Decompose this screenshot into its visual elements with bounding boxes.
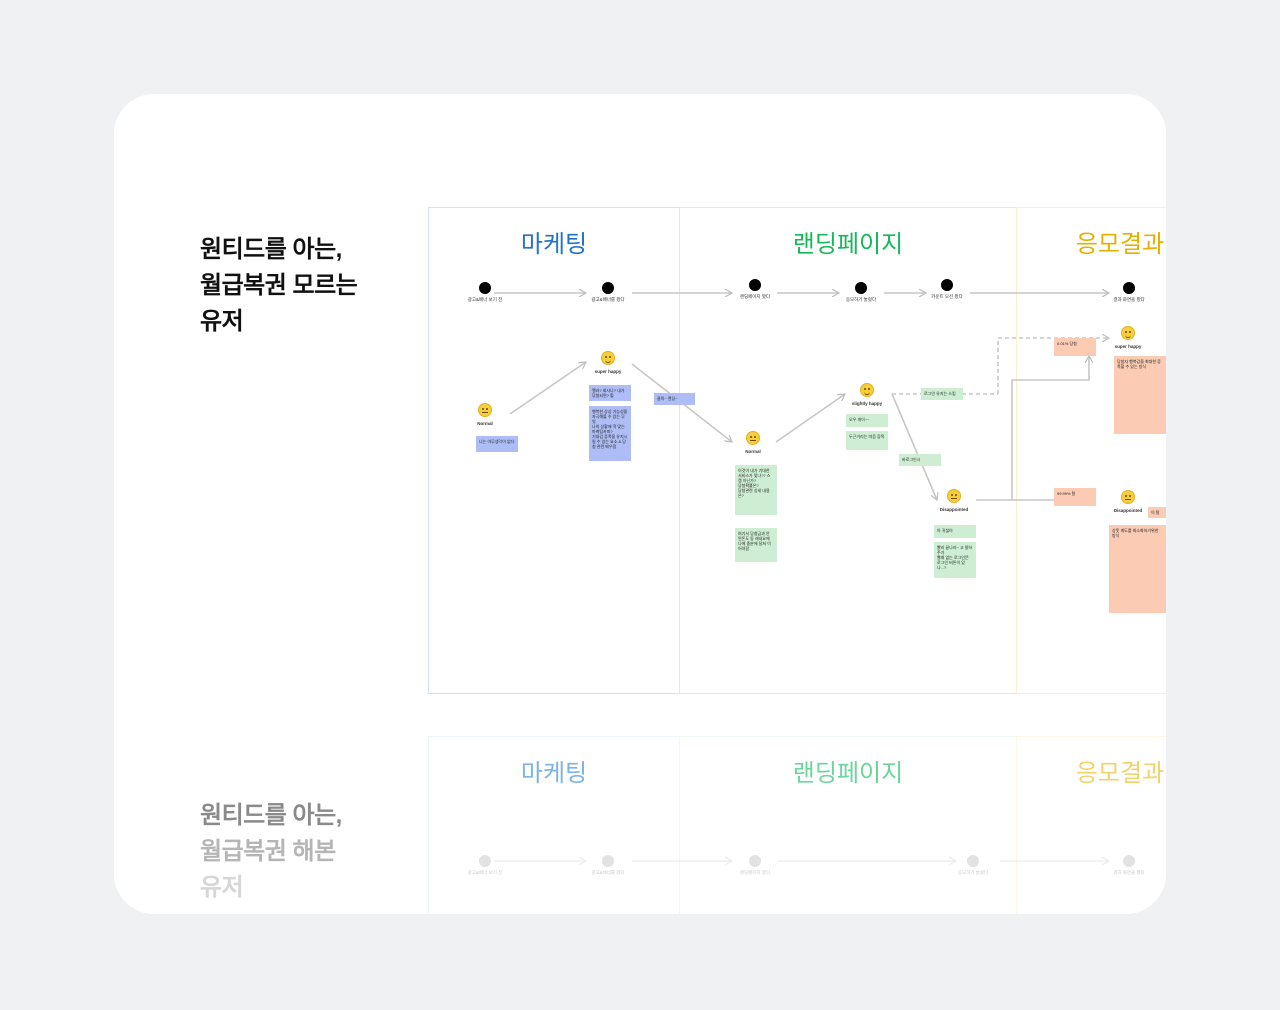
section-1-heading-line-2: 월급복권 모르는: [200, 272, 358, 299]
lane-result-title: 응모결과: [1075, 760, 1165, 787]
sticky-note: 로그인 유지는 스킵: [921, 388, 963, 400]
step-label: 응모하기 눌렀다: [957, 870, 989, 875]
step-label: 광고&배너를 봤다: [591, 297, 625, 302]
step-node: [1123, 855, 1135, 867]
sticky-note: 클릭~ 랜딩~: [654, 393, 695, 405]
sticky-note-text: 빨리 끝나라~ 고 말하주기: [937, 545, 973, 555]
sticky-note-text: 이것이 내가 기대한 서비스가 맞나?? 스캠 아닌가?: [738, 468, 771, 483]
smiling-face-icon: [860, 383, 874, 397]
section-2-heading-line-2: 월급복권 해본: [200, 838, 336, 865]
sticky-note-text: 당첨관련 상세 내용은?: [738, 488, 770, 498]
lane-marketing: 마케팅: [428, 207, 680, 694]
lane-result-title: 응모결과: [1075, 231, 1165, 258]
step-node: [479, 282, 491, 294]
lane-marketing-title: 마케팅: [520, 760, 588, 787]
step-node: [602, 855, 614, 867]
step-node: [855, 282, 867, 294]
lane-landing-page: 랜딩페이지: [679, 736, 1017, 914]
emotion-label: Normal: [477, 421, 493, 426]
neutral-face-icon: [746, 431, 760, 445]
lane-landing-page-title: 랜딩페이지: [792, 760, 904, 787]
sticky-note: 이것이 내가 기대한 서비스가 맞나?? 스캠 아닌가? 당첨확률은? 당첨관련…: [735, 465, 777, 515]
lane-marketing-title: 마케팅: [520, 231, 588, 258]
grinning-face-icon: [601, 351, 615, 365]
section-1-heading: 원티드를 아는, 월급복권 모르는 유저: [200, 232, 358, 340]
step-node: [967, 855, 979, 867]
sticky-note-text: 행복한 상상 기능성을 자극해볼 수 있는 무엇: [592, 409, 628, 424]
sticky-note: 이 탈: [1148, 507, 1166, 518]
section-2-heading-line-1: 원티드를 아는,: [200, 802, 342, 829]
step-label: 카운트 모션 봤다: [931, 294, 963, 299]
sticky-note-text: 기대감 증폭을 유지시킬 수 있는 요소 & 당첨 관련 배우함: [592, 434, 628, 449]
sticky-note: 당첨자 행복감을 최대한 증폭할 수 있는 방식: [1114, 356, 1166, 434]
lane-result: 응모결과: [1016, 736, 1166, 914]
step-label: 광고&배너 보기 전: [467, 297, 503, 302]
section-2-heading-line-3: 유저: [200, 874, 244, 901]
emotion-label: super happy: [594, 369, 622, 374]
emotion-label: slightly happy: [851, 401, 883, 406]
section-1-heading-line-3: 유저: [200, 308, 244, 335]
sticky-note-text: 빨래 없는 로그인뜬 로그인 버튼이 있나...?: [937, 555, 969, 570]
emotion-label: Disappointed: [939, 507, 969, 512]
emotion-label: Disappointed: [1113, 508, 1143, 513]
sticky-note: 99.99% 탈: [1054, 488, 1096, 506]
disappointed-face-icon: [1121, 490, 1135, 504]
step-label: 광고&배너 보기 전: [467, 870, 503, 875]
journey-arrows: [494, 94, 1166, 914]
sticky-note: 아 귀찮아: [934, 525, 976, 538]
step-node: [479, 855, 491, 867]
emotion-label: Normal: [745, 449, 761, 454]
step-label: 결과 화면을 봤다: [1113, 870, 1145, 875]
section-2-heading: 원티드를 아는, 월급복권 해본 유저: [200, 798, 342, 906]
journey-map-card: 원티드를 아는, 월급복권 모르는 유저 원티드를 아는, 월급복권 해본 유저…: [114, 94, 1166, 914]
step-node: [602, 282, 614, 294]
step-node: [749, 279, 761, 291]
sticky-note: 0.01% 당첨: [1054, 338, 1096, 356]
neutral-face-icon: [478, 403, 492, 417]
step-node: [749, 855, 761, 867]
disappointed-face-icon: [947, 489, 961, 503]
sticky-note-text: 나의 상황에 딱 맞는 마케팅카피?: [592, 424, 625, 434]
grinning-face-icon: [1121, 326, 1135, 340]
sticky-note: 앨라? 회사나? 내가 당첨되면? 헐: [589, 385, 631, 401]
step-node: [1123, 282, 1135, 294]
emotion-label: super happy: [1114, 344, 1142, 349]
step-node: [941, 279, 953, 291]
sticky-note-text: 당첨확률은?: [738, 483, 759, 488]
step-label: 랜딩페이지 봤다: [739, 870, 771, 875]
sticky-note: 행복한 상상 기능성을 자극해볼 수 있는 무엇 나의 상황에 딱 맞는 마케팅…: [589, 406, 631, 461]
step-label: 랜딩페이지 봤다: [739, 294, 771, 299]
sticky-note: 여기서 당첨금과 안 된돈도 동 래내요에 나에 중분에 달쳐 이어야함: [735, 528, 777, 562]
step-label: 결과 화면을 봤다: [1113, 297, 1145, 302]
sticky-note: 오우 개이~~: [846, 414, 888, 427]
lane-result: 응모결과: [1016, 207, 1166, 694]
lane-landing-page-title: 랜딩페이지: [792, 231, 904, 258]
step-label: 광고&배너를 봤다: [591, 870, 625, 875]
sticky-note: 바로그인시: [899, 454, 941, 466]
sticky-note: 빨리 끝나라~ 고 말하주기 빨래 없는 로그인뜬 로그인 버튼이 있나...?: [934, 542, 976, 578]
step-label: 응모하기 눌렀다: [845, 297, 877, 302]
section-1-heading-line-1: 원티드를 아는,: [200, 236, 342, 263]
sticky-note: 두근거리는 마음 증폭: [846, 431, 888, 450]
sticky-note: 나는 아무생각이 없다: [476, 436, 518, 452]
sticky-note: 상못 계도를 최소화하기위한 방식: [1109, 525, 1166, 613]
